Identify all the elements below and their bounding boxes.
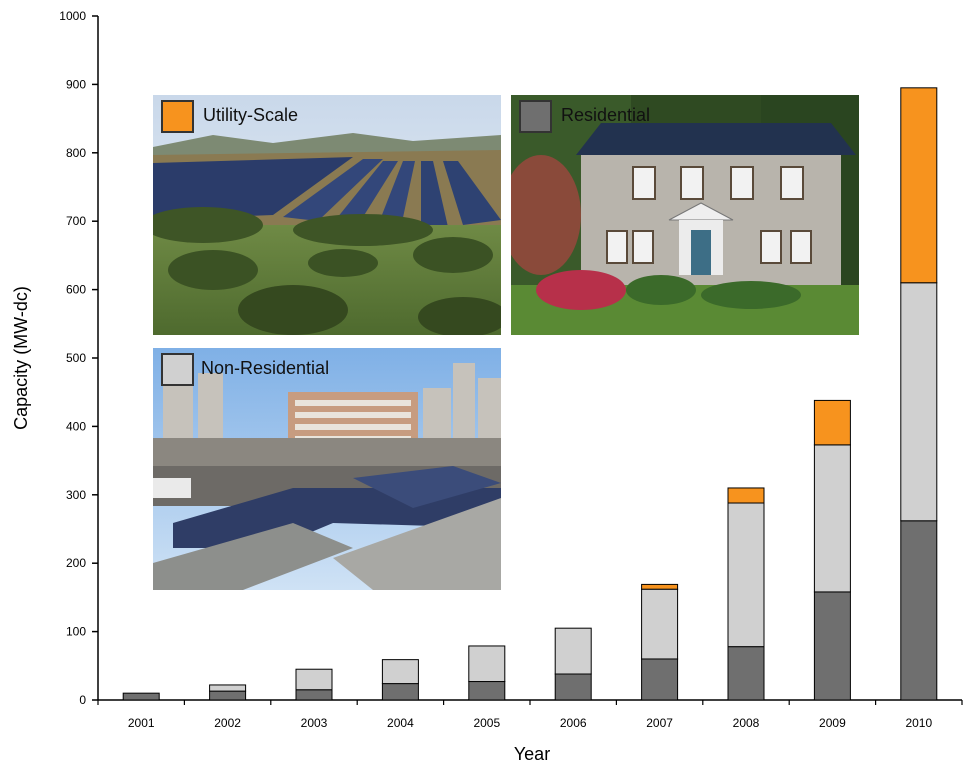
y-axis-title: Capacity (MW-dc)	[11, 286, 31, 430]
x-tick-label: 2010	[905, 716, 932, 730]
x-tick-label: 2002	[214, 716, 241, 730]
y-tick-label: 1000	[59, 9, 86, 23]
bar-segment-residential-2004	[381, 683, 419, 701]
x-tick-label: 2008	[733, 716, 760, 730]
y-tick-label: 400	[66, 419, 86, 433]
bar-segment-non-residential-2009	[813, 444, 851, 593]
x-tick-label: 2007	[646, 716, 673, 730]
bar-segment-utility-scale-2007	[641, 583, 679, 590]
bar-segment-residential-2006	[554, 673, 592, 701]
bar-group	[122, 87, 938, 701]
legend-swatch-residential	[519, 100, 552, 133]
bar-segment-utility-scale-2010	[900, 87, 938, 284]
bar-segment-non-residential-2008	[727, 502, 765, 648]
y-tick-label: 300	[66, 488, 86, 502]
y-tick-label: 700	[66, 214, 86, 228]
y-tick-group: 0 100 200 300 400 500 600 700 800 900 1000	[59, 9, 98, 707]
bar-segment-residential-2007	[641, 658, 679, 701]
bar-segment-utility-scale-2009	[813, 399, 851, 446]
bar-segment-residential-2010	[900, 520, 938, 701]
bar-segment-non-residential-2010	[900, 282, 938, 522]
bar-segment-residential-2008	[727, 646, 765, 701]
bar-segment-residential-2001	[122, 692, 160, 701]
x-tick-label: 2001	[128, 716, 155, 730]
x-tick-label: 2005	[473, 716, 500, 730]
bar-segment-non-residential-2005	[468, 645, 506, 683]
y-tick-label: 200	[66, 556, 86, 570]
bar-segment-utility-scale-2008	[727, 487, 765, 504]
y-tick-label: 600	[66, 283, 86, 297]
bar-segment-residential-2003	[295, 689, 333, 701]
solar-farm-photo: Utility-Scale	[153, 95, 501, 335]
bar-segment-non-residential-2004	[381, 659, 419, 685]
y-tick-label: 500	[66, 351, 86, 365]
x-tick-label: 2004	[387, 716, 414, 730]
x-tick-label: 2009	[819, 716, 846, 730]
y-tick-label: 100	[66, 625, 86, 639]
y-tick-label: 900	[66, 77, 86, 91]
bar-segment-non-residential-2006	[554, 627, 592, 675]
bar-segment-non-residential-2003	[295, 668, 333, 691]
x-tick-group: 2001 2002 2003 2004 2005 2006 2007 2008 2009 2010	[97, 700, 963, 730]
legend-swatch-utility	[161, 100, 194, 133]
x-axis-title: Year	[514, 744, 550, 764]
legend-label-residential: Residential	[561, 105, 650, 125]
y-tick-label: 0	[79, 693, 86, 707]
house-photo: Residential	[511, 95, 859, 335]
x-tick-label: 2006	[560, 716, 587, 730]
legend-label-nonresidential: Non-Residential	[201, 358, 329, 378]
bar-segment-residential-2002	[209, 690, 247, 701]
city-rooftop-photo: Non-Residential	[153, 348, 501, 590]
bar-segment-non-residential-2007	[641, 588, 679, 660]
legend-swatch-nonresidential	[161, 353, 194, 386]
bar-segment-non-residential-2002	[209, 684, 247, 692]
legend-label-utility: Utility-Scale	[203, 105, 298, 125]
bar-segment-residential-2009	[813, 591, 851, 701]
bar-segment-residential-2005	[468, 681, 506, 701]
y-tick-label: 800	[66, 146, 86, 160]
x-tick-label: 2003	[301, 716, 328, 730]
